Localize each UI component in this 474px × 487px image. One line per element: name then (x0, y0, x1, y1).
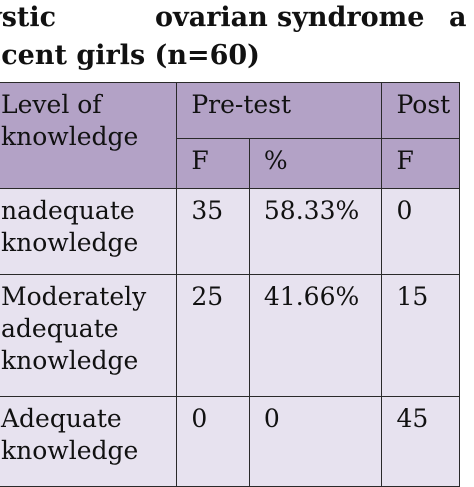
row-level-line: Adequate (1, 404, 122, 433)
row-pre-f: 25 (176, 274, 250, 397)
row-level-cell: Moderately adequate knowledge (0, 274, 178, 397)
row-level-cell: Adequate knowledge (0, 396, 178, 487)
header-post-test: Post (381, 82, 460, 139)
header-level-line: knowledge (1, 122, 139, 151)
row-level-line: nadequate (1, 196, 135, 225)
row-level-line: adequate (1, 314, 119, 343)
caption-word: ovarian (155, 2, 268, 33)
row-post-f: 15 (381, 274, 460, 397)
knowledge-level-table: Level of knowledge Pre-test Post F % F n… (0, 82, 460, 487)
table-header-row: Level of knowledge Pre-test Post (0, 82, 460, 189)
row-post-f: 0 (381, 188, 460, 275)
header-pre-percent: % (248, 138, 383, 189)
header-post-f: F (381, 138, 460, 189)
table-subheader-row: F % F (0, 138, 460, 189)
row-level-line: Moderately (1, 282, 147, 311)
row-level-line: knowledge (1, 436, 139, 465)
table-row: nadequate knowledge 35 58.33% 0 (0, 188, 460, 275)
header-pre-test: Pre-test (176, 82, 383, 139)
table-row: Moderately adequate knowledge 25 41.66% … (0, 274, 460, 397)
row-pre-f: 0 (176, 396, 250, 487)
row-pre-f: 35 (176, 188, 250, 275)
row-post-f: 45 (381, 396, 460, 487)
header-level-of-knowledge: Level of knowledge (0, 82, 178, 189)
row-pre-percent: 58.33% (248, 188, 383, 275)
table-caption-line-2: scent girls (n=60) (0, 40, 260, 71)
header-level-line: Level of (1, 90, 102, 119)
row-pre-percent: 41.66% (248, 274, 383, 397)
header-pre-f: F (176, 138, 250, 189)
caption-word: ystic (0, 2, 57, 33)
row-level-cell: nadequate knowledge (0, 188, 178, 275)
row-level-line: knowledge (1, 228, 139, 257)
caption-word: a (449, 2, 467, 33)
caption-word: syndrome (277, 2, 425, 33)
row-pre-percent: 0 (248, 396, 383, 487)
table-row: Adequate knowledge 0 0 45 (0, 396, 460, 487)
row-level-line: knowledge (1, 346, 139, 375)
